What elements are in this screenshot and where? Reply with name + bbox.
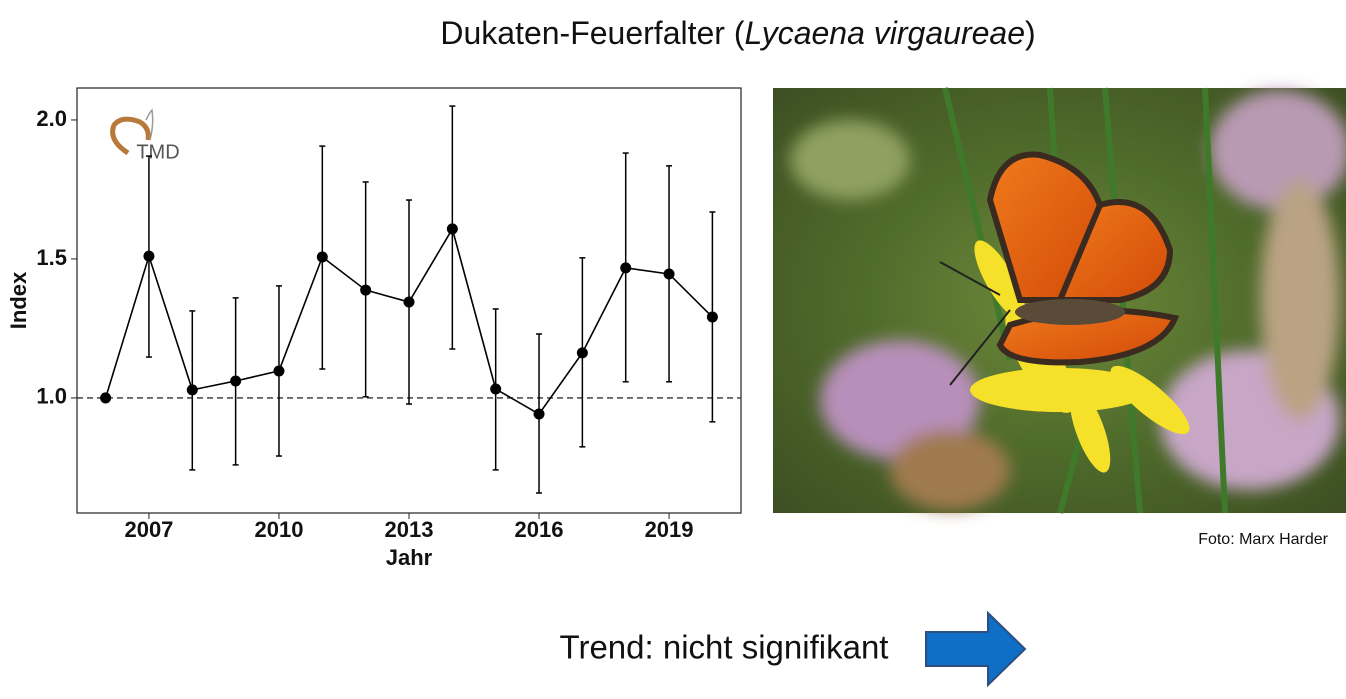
point	[186, 384, 198, 396]
photo	[773, 87, 1346, 514]
y-tick-label: 2.0	[36, 106, 67, 131]
point	[230, 375, 242, 387]
point	[576, 347, 588, 359]
y-tick-label: 1.0	[36, 384, 67, 409]
x-tick-label: 2019	[645, 517, 694, 542]
point	[143, 250, 155, 262]
x-tick-label: 2016	[515, 517, 564, 542]
point	[446, 223, 458, 235]
point	[620, 262, 632, 274]
y-tick-label: 1.5	[36, 245, 67, 270]
plot-area: 1.0 1.5 2.0 2007 2010 2013 2016 2019 Jahr Index	[6, 105, 741, 570]
logo-text: TMD	[136, 141, 179, 163]
point	[663, 268, 675, 280]
point	[100, 392, 112, 404]
point	[360, 284, 372, 296]
x-tick-label: 2010	[254, 517, 303, 542]
trend-arrow	[925, 610, 1027, 688]
x-axis-label: Jahr	[386, 545, 433, 570]
point	[706, 311, 718, 323]
point	[533, 408, 545, 420]
x-tick-label: 2007	[124, 517, 173, 542]
x-tick-label: 2013	[385, 517, 434, 542]
trend-label: Trend: nicht signifikant	[560, 629, 889, 666]
logo: TMD	[110, 108, 180, 163]
photo-credit: Foto: Marx Harder	[1198, 531, 1328, 548]
title-part: Dukaten-Feuerfalter (	[440, 15, 744, 51]
point	[403, 296, 415, 308]
point	[316, 251, 328, 263]
slide-title: Dukaten-Feuerfalter (Lycaena virgaureae)	[440, 15, 1035, 51]
title-part: Lycaena virgaureae	[744, 15, 1025, 51]
y-axis-label: Index	[6, 271, 31, 329]
title-part: )	[1025, 15, 1036, 51]
point	[490, 383, 502, 395]
point	[273, 365, 285, 377]
